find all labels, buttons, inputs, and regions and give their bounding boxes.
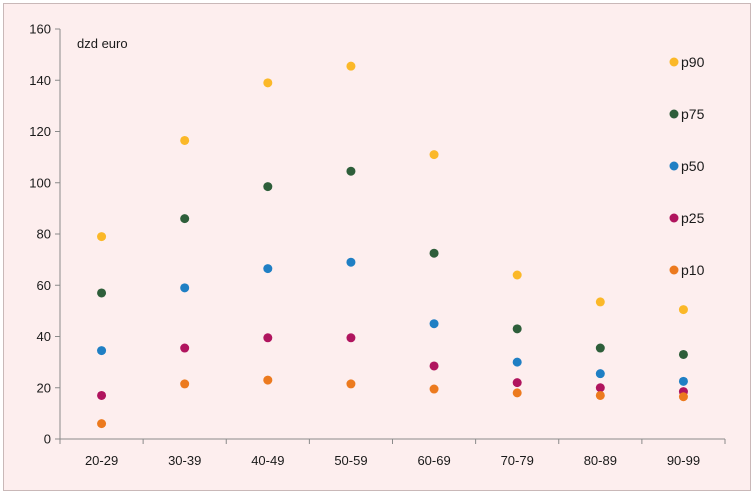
legend-label: p90 [681,54,705,70]
data-point [429,361,439,371]
x-tick-label: 80-89 [584,453,617,468]
x-tick-label: 60-69 [417,453,450,468]
data-point [180,283,190,293]
data-point [595,297,605,307]
data-point [512,378,522,388]
y-tick-label: 60 [37,278,51,293]
data-point [97,419,107,429]
data-point [678,376,688,386]
y-tick-label: 160 [29,22,51,37]
data-point [678,349,688,359]
data-point [180,343,190,353]
series-p75 [97,166,688,359]
legend-label: p75 [681,106,705,122]
data-point [180,135,190,145]
legend-marker [669,265,679,275]
data-point [346,257,356,267]
data-point [678,305,688,315]
legend-label: p50 [681,158,705,174]
data-point [429,248,439,258]
data-point [346,379,356,389]
data-point [595,343,605,353]
data-point [595,383,605,393]
data-point [512,324,522,334]
legend-label: p10 [681,262,705,278]
x-tick-label: 70-79 [501,453,534,468]
data-point [263,264,273,274]
series-p50 [97,257,688,386]
data-point [429,384,439,394]
data-point [512,357,522,367]
data-point [97,232,107,242]
y-ticks: 0 20 40 60 80 100 120 140 160 [29,22,60,447]
y-tick-label: 80 [37,227,51,242]
data-point [595,369,605,379]
data-point [512,270,522,280]
data-point [429,319,439,329]
unit-label: dzd euro [77,36,128,51]
legend-marker [669,57,679,67]
y-tick-label: 0 [44,432,51,447]
series-p25 [97,333,688,400]
legend-marker [669,109,679,119]
data-point [97,346,107,356]
y-tick-label: 100 [29,175,51,190]
chart-frame: 0 20 40 60 80 100 120 140 160 20-29 30-39 40-49 50-… [3,3,751,491]
legend-marker [669,161,679,171]
legend-label: p25 [681,210,705,226]
data-point [263,182,273,192]
x-tick-label: 30-39 [168,453,201,468]
y-tick-label: 120 [29,124,51,139]
x-tick-label: 50-59 [334,453,367,468]
data-point [180,379,190,389]
legend: p90 p75 p50 p25 p10 [669,54,705,278]
scatter-chart: 0 20 40 60 80 100 120 140 160 20-29 30-39 40-49 50-… [29,22,726,468]
data-point [180,214,190,224]
data-point [263,375,273,385]
data-points [97,61,688,429]
data-point [97,288,107,298]
data-point [512,388,522,398]
y-tick-label: 140 [29,73,51,88]
series-p90 [97,61,688,315]
data-point [263,78,273,88]
data-point [429,150,439,160]
y-tick-label: 40 [37,329,51,344]
series-p10 [97,375,688,429]
data-point [263,333,273,343]
data-point [97,390,107,400]
data-point [595,390,605,400]
x-ticks: 20-29 30-39 40-49 50-59 60-69 70-79 80-89 90-99 [59,439,726,468]
legend-marker [669,213,679,223]
x-tick-label: 20-29 [85,453,118,468]
data-point [346,166,356,176]
y-tick-label: 20 [37,380,51,395]
data-point [346,333,356,343]
data-point [346,61,356,71]
x-tick-label: 90-99 [667,453,700,468]
x-tick-label: 40-49 [251,453,284,468]
data-point [678,392,688,402]
